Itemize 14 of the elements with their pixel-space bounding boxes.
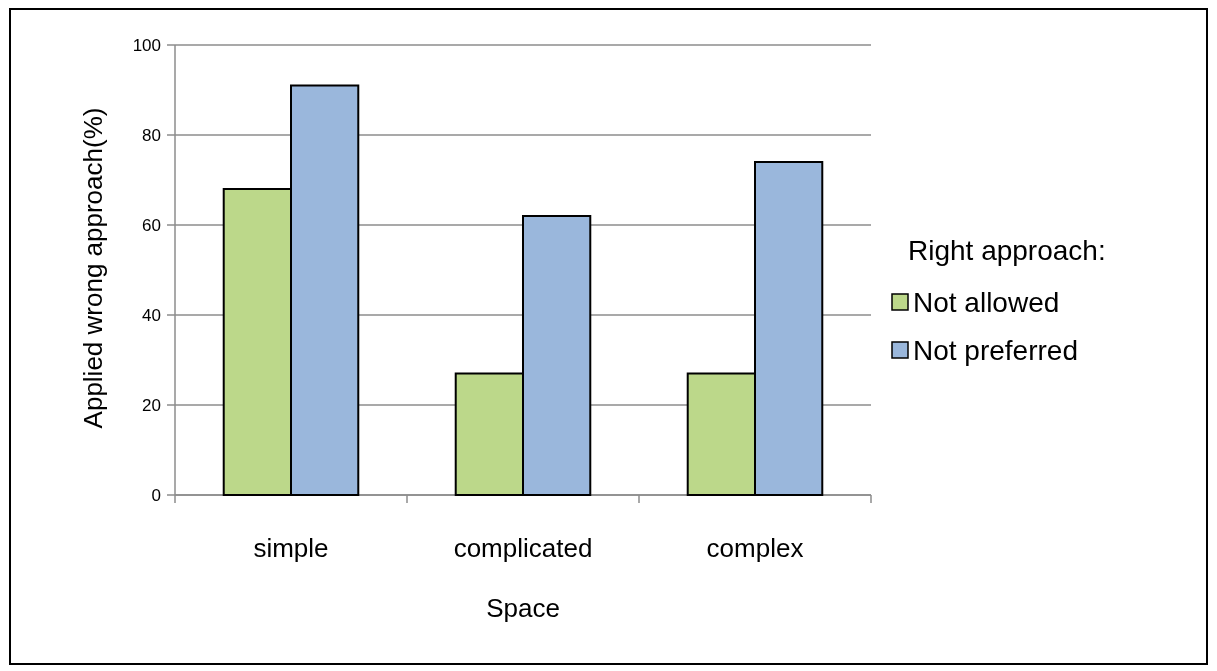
- x-tick-label: complex: [706, 533, 804, 563]
- legend-label: Not allowed: [913, 286, 1060, 318]
- y-tick-label: 100: [132, 35, 161, 55]
- x-tick-label: complicated: [453, 533, 593, 563]
- y-tick-label: 60: [142, 215, 161, 235]
- legend-title: Right approach:: [908, 235, 1106, 266]
- y-tick-label: 20: [142, 395, 161, 415]
- y-tick-label: 80: [142, 125, 161, 145]
- legend-label: Not preferred: [913, 334, 1078, 366]
- y-axis-title: Applied wrong approach(%): [78, 107, 108, 429]
- x-tick-label: simple: [253, 533, 329, 563]
- y-tick-label: 0: [151, 485, 161, 505]
- x-axis-title: Space: [486, 593, 560, 623]
- y-tick-label: 40: [142, 305, 161, 325]
